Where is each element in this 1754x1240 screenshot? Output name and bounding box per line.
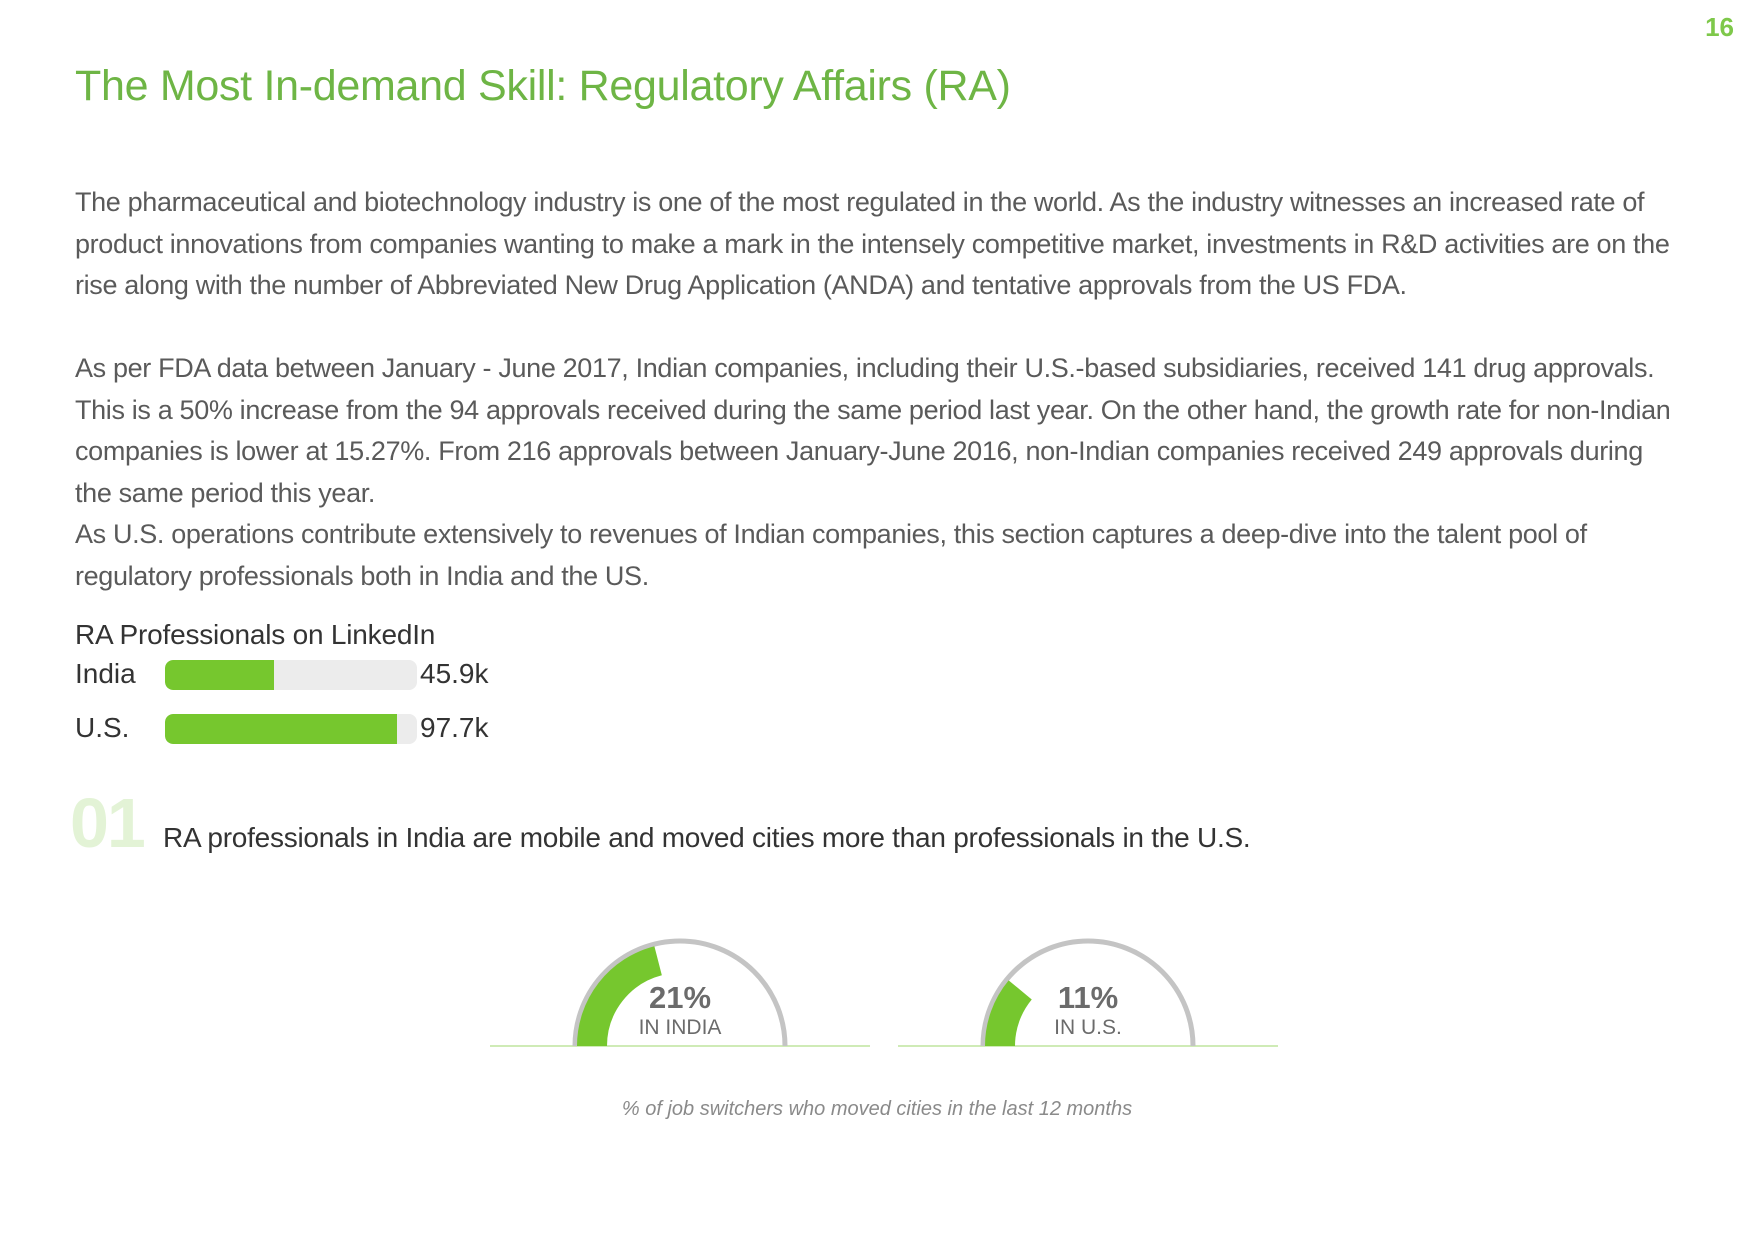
insight-text: RA professionals in India are mobile and…	[163, 822, 1251, 853]
us-operations-paragraph: As U.S. operations contribute extensivel…	[75, 519, 1587, 591]
bar-value-india: 45.9k	[420, 658, 489, 689]
bar-us	[165, 714, 398, 744]
bar-track-india	[165, 660, 417, 690]
bar-value-us: 97.7k	[420, 712, 489, 743]
gauge-us-svg	[898, 938, 1278, 1047]
gauge-india-value: 21%	[648, 980, 712, 1015]
page-number: 16	[1705, 12, 1734, 42]
bar-label-us: U.S.	[75, 712, 130, 743]
gauge-caption: % of job switchers who moved cities in t…	[621, 1098, 1133, 1120]
gauge-us-track	[980, 938, 1196, 1047]
gauge-india: 21% IN INDIA	[490, 920, 870, 1050]
bar-track-us	[165, 714, 417, 744]
gauge-us-value: 11%	[1057, 980, 1119, 1015]
bar-label-india: India	[75, 658, 136, 689]
intro-paragraph: The pharmaceutical and biotechnology ind…	[75, 187, 1670, 300]
gauge-india-fill	[577, 946, 663, 1047]
bar-india	[165, 660, 275, 690]
gauge-us: 11% IN U.S.	[898, 920, 1278, 1050]
gauge-us-fill	[985, 980, 1033, 1047]
insight-number: 01	[70, 784, 146, 862]
gauge-us-label: IN U.S.	[1054, 1016, 1122, 1039]
gauge-india-svg	[490, 938, 870, 1047]
bar-chart-title: RA Professionals on LinkedIn	[75, 619, 436, 650]
bar-row-us: U.S. 97.7k	[75, 710, 535, 746]
gauge-india-track	[572, 938, 788, 1047]
fda-data-paragraph: As per FDA data between January - June 2…	[75, 353, 1671, 508]
gauge-india-label: IN INDIA	[638, 1016, 722, 1039]
page-title: The Most In-demand Skill: Regulatory Aff…	[75, 62, 1011, 110]
bar-row-india: India 45.9k	[75, 656, 535, 692]
